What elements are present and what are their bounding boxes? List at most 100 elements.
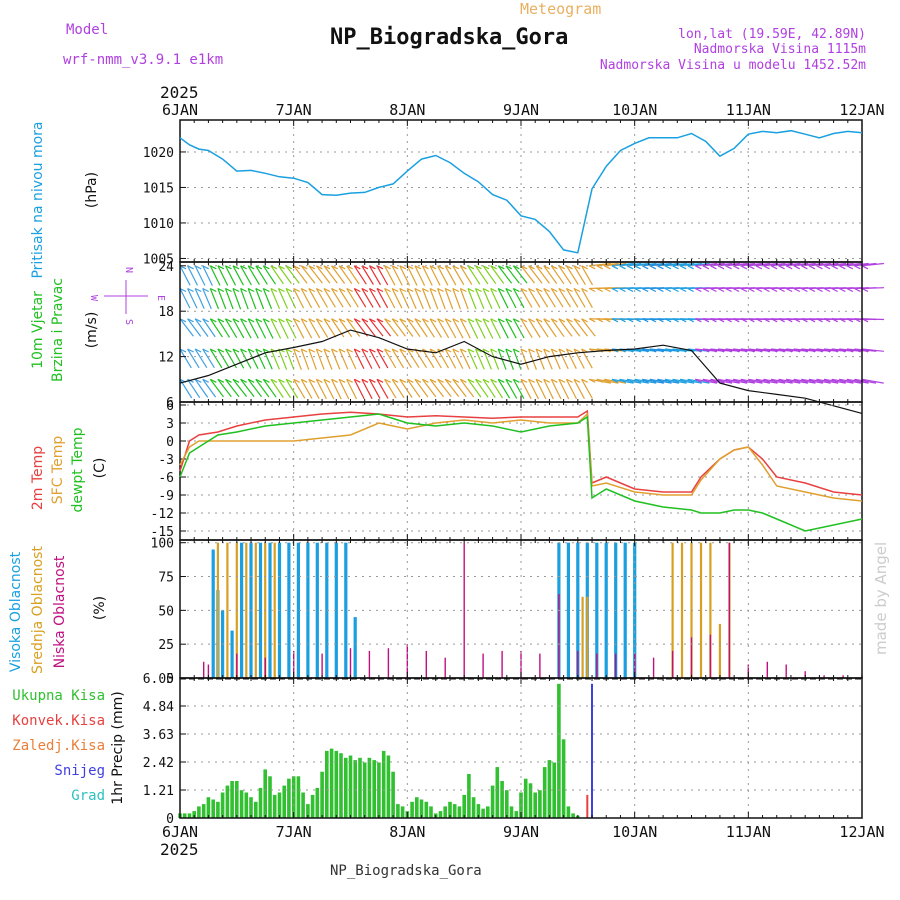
wind-barb-flag: [558, 318, 566, 323]
wind-barb-flag: [513, 348, 520, 353]
wind-barb-flag: [278, 348, 285, 353]
wind-barb-flag: [846, 348, 854, 353]
wind-barb-flag: [467, 348, 475, 353]
high-cloud-bar: [287, 542, 291, 678]
wind-barb: [361, 265, 374, 285]
wind-barb-flag: [384, 348, 391, 353]
wind-barb: [512, 288, 525, 309]
wind-barb-flag: [308, 287, 316, 293]
wind-barb: [482, 378, 496, 398]
mid-cloud-bar: [718, 623, 721, 678]
wind-barb: [581, 265, 594, 286]
wind-barb-flag: [581, 287, 588, 293]
wind-barb: [278, 265, 292, 284]
wind-barb: [315, 318, 329, 338]
total-rain-bar: [452, 804, 457, 818]
wind-barb-flag: [626, 287, 634, 293]
date-tick-label: 11JAN: [726, 101, 771, 119]
wind-barb-flag: [664, 265, 672, 270]
mid-cloud-bar: [586, 596, 589, 678]
wind-barb: [187, 348, 200, 369]
wind-barb: [528, 379, 540, 400]
wind-barb: [368, 379, 381, 399]
wind-barb-flag: [831, 265, 838, 270]
wind-barb-flag: [300, 378, 308, 383]
total-rain-bar: [547, 760, 552, 818]
wind-barb-flag: [285, 378, 293, 383]
low-cloud-bar: [321, 653, 323, 678]
wind-barb-flag: [611, 265, 619, 270]
high-cloud-bar: [344, 542, 348, 678]
total-rain-bar: [448, 801, 452, 818]
wind-barb-flag: [801, 287, 808, 293]
total-rain-bar: [538, 790, 542, 818]
wind-barb: [179, 318, 194, 337]
wind-barb-flag: [210, 318, 217, 323]
wind-barb: [437, 378, 452, 397]
wind-barb-flag: [573, 318, 581, 323]
wind-barb-flag: [702, 318, 710, 323]
date-tick-label: 8JAN: [389, 101, 425, 119]
wind-barb-flag: [255, 318, 263, 323]
wind-barb-flag: [467, 265, 475, 270]
wind-barb-flag: [846, 378, 854, 383]
wind-barb-flag: [816, 348, 823, 353]
wind-barb-flag: [649, 378, 657, 383]
total-rain-bar: [249, 797, 253, 818]
wind-barb: [861, 378, 884, 384]
wind-barb: [368, 348, 381, 369]
total-rain-bar: [372, 760, 376, 818]
high-cloud-bar: [296, 542, 300, 678]
date-tick-label: 12JAN: [839, 101, 884, 119]
wind-barb-flag: [823, 378, 831, 383]
total-rain-bar: [201, 804, 206, 818]
wind-barb: [338, 379, 350, 400]
wind-barb-flag: [770, 265, 778, 270]
wind-barb: [452, 265, 465, 286]
wind-barb: [391, 288, 403, 309]
wind-barb: [384, 348, 397, 369]
wind-barb-flag: [740, 265, 748, 270]
wind-barb-flag: [543, 287, 550, 293]
wind-barb: [353, 379, 365, 400]
wind-barb: [315, 348, 325, 370]
wind-barb-flag: [679, 287, 687, 293]
low-cloud-bar: [823, 675, 825, 678]
wind-barb-flag: [285, 287, 293, 293]
wind-barb: [368, 288, 381, 308]
wind-barb: [376, 265, 389, 286]
wind-barb-flag: [270, 287, 278, 293]
wind-barb-flag: [551, 378, 558, 383]
low-cloud-bar: [577, 650, 579, 678]
wind-barb: [406, 265, 418, 286]
wind-barb-flag: [278, 287, 285, 293]
wind-barb-flag: [399, 318, 407, 323]
wind-barb: [187, 288, 198, 309]
wind-barb-flag: [695, 348, 702, 353]
wind-barb-flag: [535, 348, 543, 353]
wind-barb-flag: [702, 348, 710, 353]
wind-barb-flag: [778, 378, 785, 383]
wind-barb: [217, 348, 230, 369]
total-rain-bar: [329, 748, 334, 818]
wind-barb-flag: [634, 348, 641, 353]
wind-barb-flag: [573, 378, 581, 383]
date-tick-label: 9JAN: [503, 823, 539, 841]
wind-barb-flag: [232, 318, 240, 323]
mid-cloud-bar: [216, 542, 219, 678]
wind-barb: [581, 379, 593, 399]
wind-barb: [543, 265, 558, 284]
wind-barb: [497, 318, 509, 339]
wind-barb: [376, 288, 389, 309]
low-cloud-bar: [482, 653, 484, 678]
wind-barb: [543, 318, 557, 338]
wind-barb-flag: [604, 287, 611, 293]
total-rain-bar: [438, 811, 443, 818]
temp-sfc-line: [179, 412, 863, 502]
total-rain-bar: [514, 811, 519, 818]
wind-unit: (m/s): [84, 312, 100, 349]
high-cloud-bar: [566, 542, 570, 678]
wind-barb-flag: [232, 348, 240, 353]
total-rain-bar: [192, 811, 196, 818]
low-cloud-bar: [463, 542, 465, 678]
